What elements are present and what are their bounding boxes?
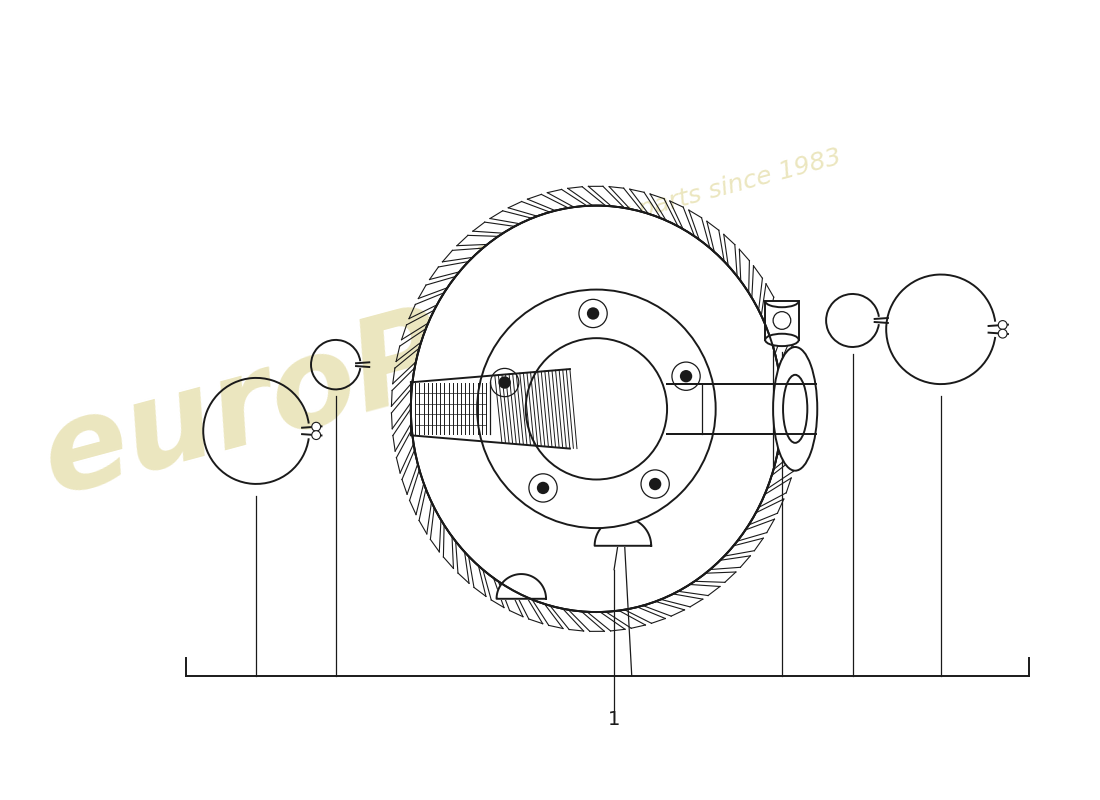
Circle shape [491, 368, 519, 397]
Ellipse shape [411, 206, 781, 611]
Circle shape [998, 330, 1008, 338]
Circle shape [477, 290, 716, 528]
Circle shape [529, 474, 558, 502]
Circle shape [587, 307, 600, 320]
Circle shape [680, 370, 692, 382]
Bar [766, 301, 799, 340]
Circle shape [537, 482, 549, 494]
Polygon shape [496, 574, 546, 598]
Ellipse shape [411, 206, 782, 612]
Ellipse shape [773, 347, 817, 470]
Circle shape [311, 422, 320, 431]
Circle shape [526, 338, 667, 479]
Polygon shape [595, 518, 651, 546]
Ellipse shape [766, 334, 799, 346]
Text: euroParts: euroParts [29, 226, 722, 521]
Text: 1: 1 [608, 710, 620, 729]
Circle shape [998, 321, 1008, 330]
Circle shape [311, 430, 320, 439]
Circle shape [641, 470, 669, 498]
Ellipse shape [783, 375, 807, 443]
Circle shape [498, 376, 510, 389]
Text: a passion for parts since 1983: a passion for parts since 1983 [473, 145, 844, 266]
Circle shape [672, 362, 701, 390]
Circle shape [579, 299, 607, 328]
Circle shape [773, 312, 791, 330]
Circle shape [649, 478, 661, 490]
